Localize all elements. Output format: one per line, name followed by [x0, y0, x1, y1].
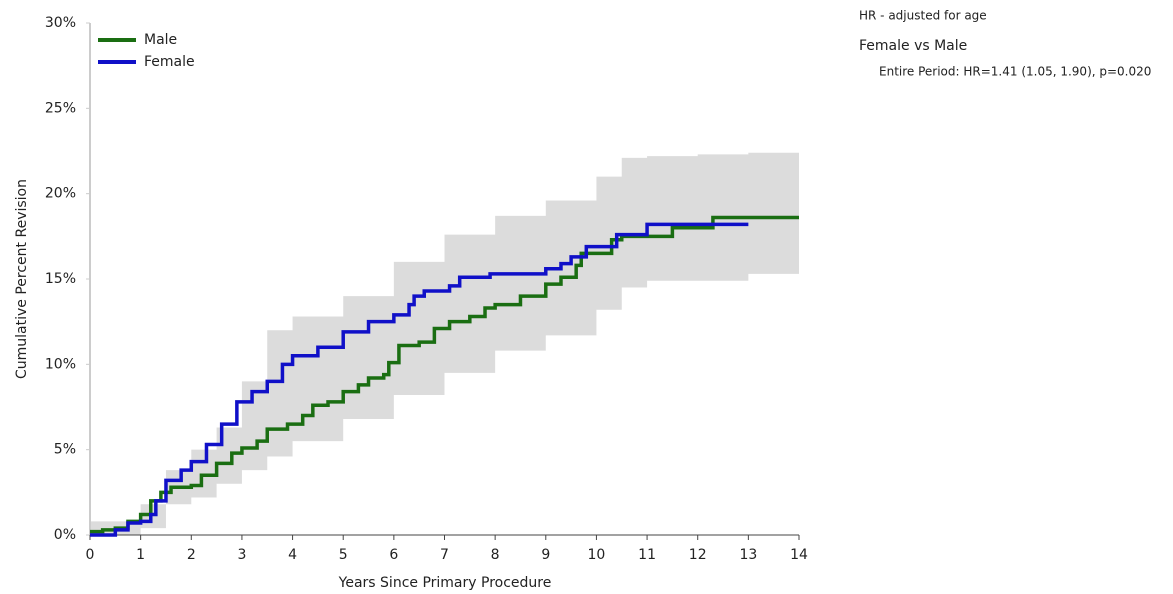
annotation: Entire Period: HR=1.41 (1.05, 1.90), p=0…	[879, 65, 1151, 79]
x-tick-label: 11	[638, 547, 656, 563]
x-tick-label: 12	[689, 547, 707, 563]
y-axis-title: Cumulative Percent Revision	[14, 179, 30, 379]
x-tick-label: 3	[237, 547, 246, 563]
legend-label: Female	[144, 54, 195, 70]
x-tick-label: 5	[339, 547, 348, 563]
x-tick-label: 0	[86, 547, 95, 563]
annotation: HR - adjusted for age	[859, 9, 987, 23]
x-tick-label: 8	[491, 547, 500, 563]
x-tick-label: 2	[187, 547, 196, 563]
x-tick-label: 4	[288, 547, 297, 563]
x-axis-title: Years Since Primary Procedure	[338, 575, 552, 591]
x-tick-label: 13	[739, 547, 757, 563]
x-tick-label: 9	[541, 547, 550, 563]
legend-label: Male	[144, 32, 177, 48]
x-tick-label: 6	[389, 547, 398, 563]
y-tick-label: 25%	[45, 100, 76, 116]
y-tick-label: 0%	[54, 527, 76, 543]
y-tick-label: 10%	[45, 356, 76, 372]
x-tick-label: 1	[136, 547, 145, 563]
y-tick-label: 15%	[45, 271, 76, 287]
confidence-band	[90, 152, 799, 535]
annotation: Female vs Male	[859, 38, 967, 54]
x-tick-label: 10	[588, 547, 606, 563]
y-tick-label: 5%	[54, 442, 76, 458]
y-tick-label: 30%	[45, 15, 76, 31]
y-tick-label: 20%	[45, 186, 76, 202]
x-tick-label: 7	[440, 547, 449, 563]
series-line	[90, 215, 799, 534]
x-tick-label: 14	[790, 547, 808, 563]
series-line	[90, 222, 749, 537]
